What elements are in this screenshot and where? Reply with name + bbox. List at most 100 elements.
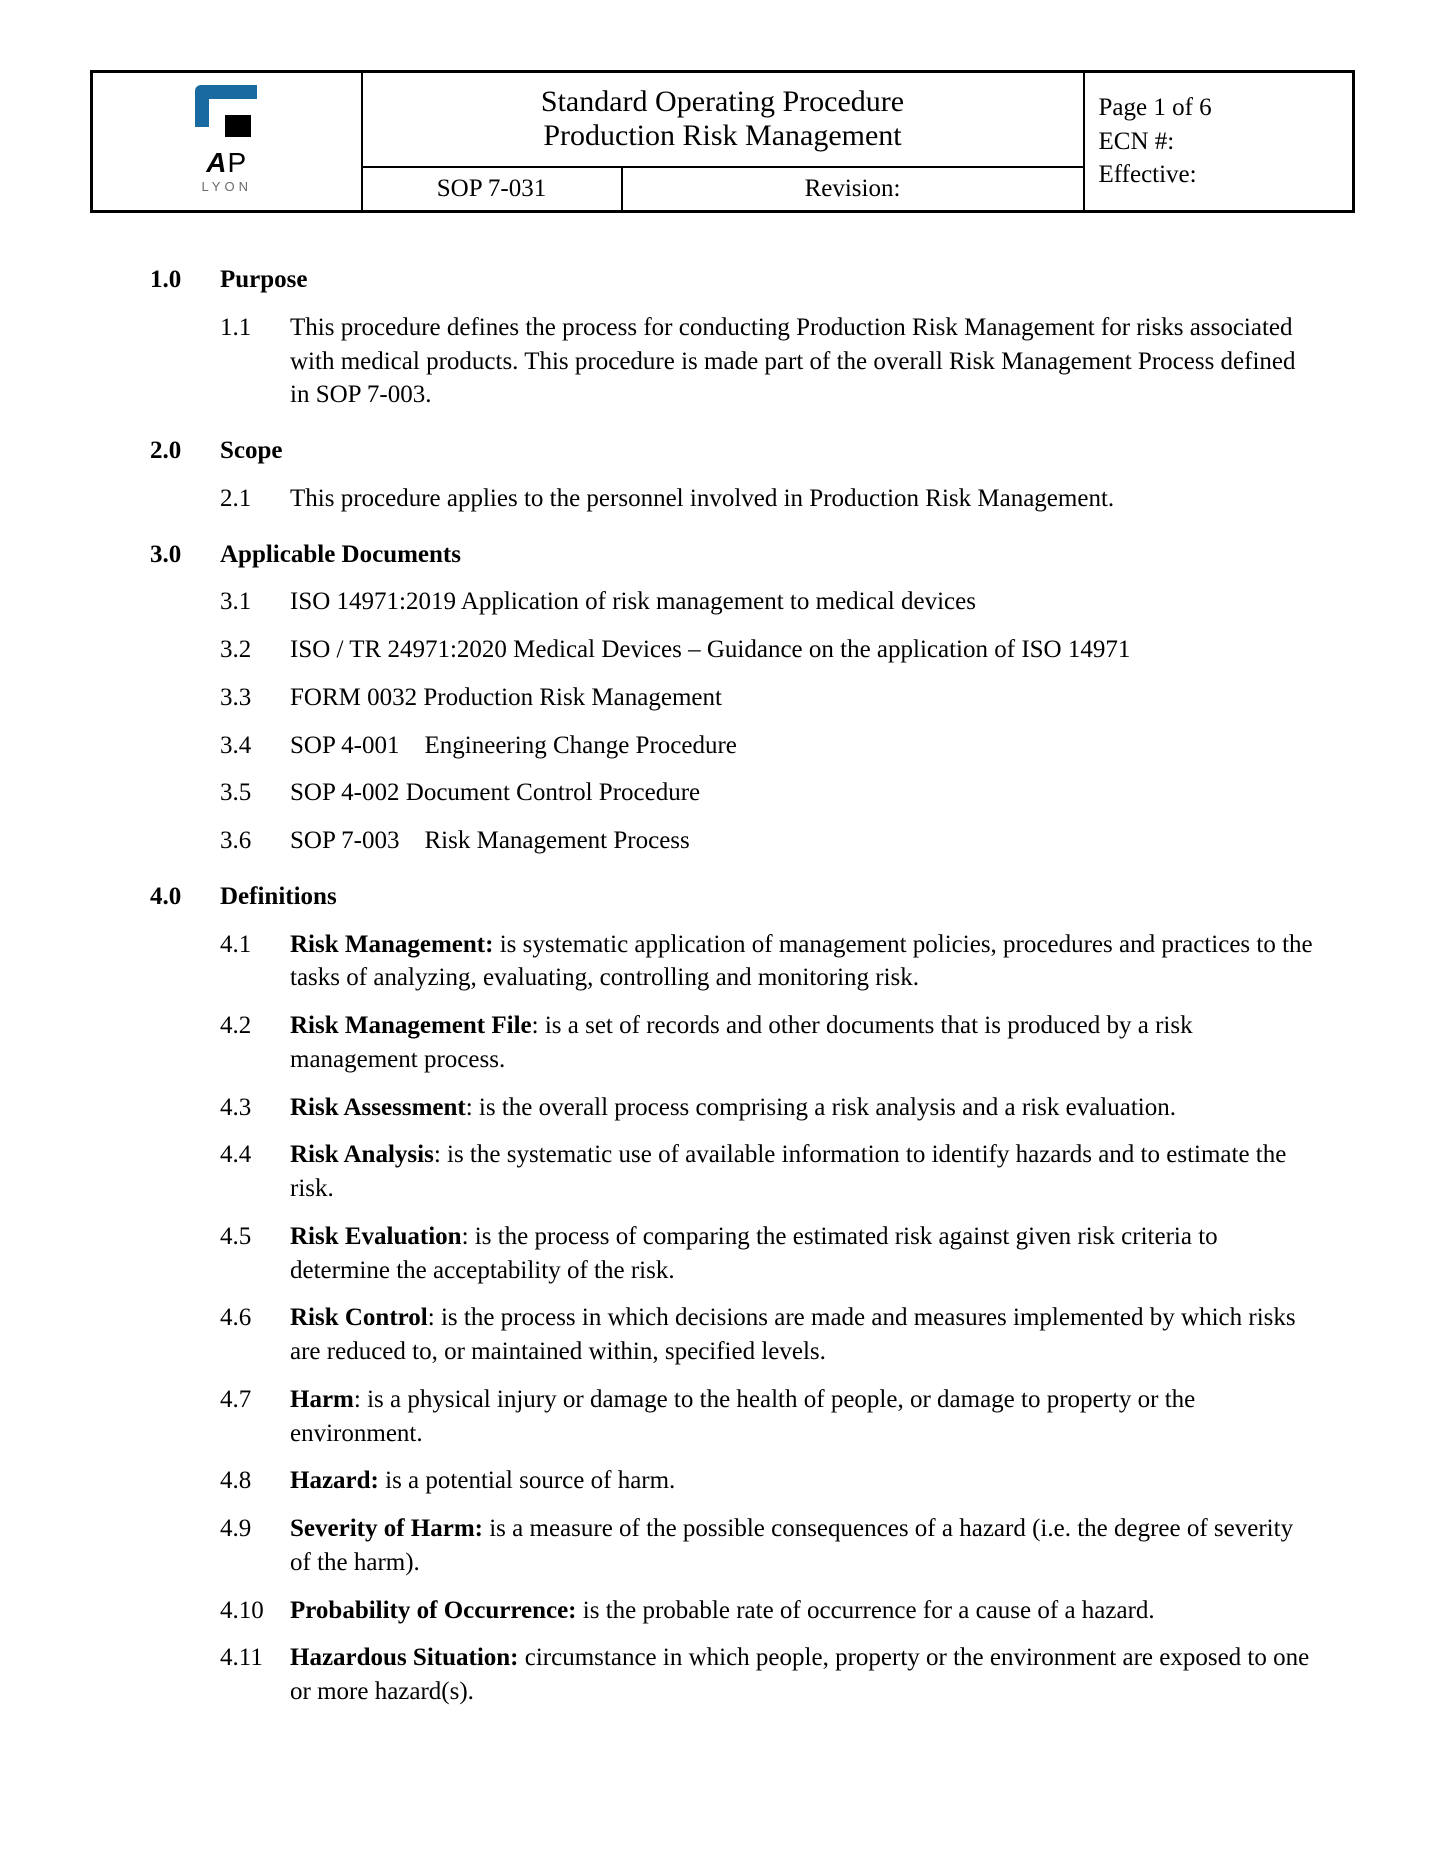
definition-term: Risk Analysis [290, 1141, 434, 1168]
list-item: 4.5Risk Evaluation: is the process of co… [150, 1220, 1315, 1288]
definition-term: Hazardous Situation: [290, 1644, 519, 1671]
item-text: SOP 4-001 Engineering Change Procedure [290, 729, 1315, 763]
item-text: Hazardous Situation: circumstance in whi… [290, 1641, 1315, 1709]
list-item: 4.4Risk Analysis: is the systematic use … [150, 1138, 1315, 1206]
logo-text-letter: P [228, 147, 248, 178]
definition-term: Harm [290, 1386, 354, 1413]
definition-term: Hazard: [290, 1467, 379, 1494]
item-number: 3.5 [220, 776, 290, 810]
item-text: Risk Evaluation: is the process of compa… [290, 1220, 1315, 1288]
list-item: 3.2ISO / TR 24971:2020 Medical Devices –… [150, 633, 1315, 667]
item-number: 4.9 [220, 1512, 290, 1580]
item-text: Hazard: is a potential source of harm. [290, 1464, 1315, 1498]
item-number: 3.3 [220, 681, 290, 715]
item-text: Risk Control: is the process in which de… [290, 1301, 1315, 1369]
definition-body: : is the overall process comprising a ri… [466, 1094, 1176, 1121]
section-purpose: 1.0 Purpose [150, 263, 1315, 297]
company-logo: AP LYON [195, 85, 259, 194]
item-text: ISO 14971:2019 Application of risk manag… [290, 585, 1315, 619]
section-applicable-documents: 3.0 Applicable Documents [150, 538, 1315, 572]
definition-body: is the probable rate of occurrence for a… [577, 1597, 1155, 1624]
list-item: 1.1 This procedure defines the process f… [150, 311, 1315, 412]
page-number: Page 1 of 6 [1099, 91, 1339, 125]
logo-text: AP [195, 147, 259, 179]
section-number: 1.0 [150, 263, 220, 297]
header-table: AP LYON Standard Operating Procedure Pro… [90, 70, 1355, 213]
item-text: Risk Analysis: is the systematic use of … [290, 1138, 1315, 1206]
section-number: 4.0 [150, 880, 220, 914]
section-number: 3.0 [150, 538, 220, 572]
item-number: 4.3 [220, 1091, 290, 1125]
list-item: 4.7Harm: is a physical injury or damage … [150, 1383, 1315, 1451]
item-number: 4.7 [220, 1383, 290, 1451]
doc-title-line2: Production Risk Management [371, 119, 1075, 153]
item-number: 2.1 [220, 482, 290, 516]
logo-subtext: LYON [195, 179, 259, 194]
meta-cell: Page 1 of 6 ECN #: Effective: [1084, 72, 1354, 212]
effective-date: Effective: [1099, 158, 1339, 192]
list-item: 3.4SOP 4-001 Engineering Change Procedur… [150, 729, 1315, 763]
item-text: This procedure defines the process for c… [290, 311, 1315, 412]
list-item: 3.6SOP 7-003 Risk Management Process [150, 824, 1315, 858]
item-text: Risk Assessment: is the overall process … [290, 1091, 1315, 1125]
item-text: This procedure applies to the personnel … [290, 482, 1315, 516]
section-heading: Purpose [220, 263, 308, 297]
item-number: 4.6 [220, 1301, 290, 1369]
item-number: 4.10 [220, 1594, 290, 1628]
list-item: 4.8Hazard: is a potential source of harm… [150, 1464, 1315, 1498]
section-scope: 2.0 Scope [150, 434, 1315, 468]
item-text: Risk Management: is systematic applicati… [290, 928, 1315, 996]
list-item: 4.10Probability of Occurrence: is the pr… [150, 1594, 1315, 1628]
section-number: 2.0 [150, 434, 220, 468]
item-text: SOP 4-002 Document Control Procedure [290, 776, 1315, 810]
item-text: FORM 0032 Production Risk Management [290, 681, 1315, 715]
definition-term: Probability of Occurrence: [290, 1597, 577, 1624]
definition-term: Risk Assessment [290, 1094, 466, 1121]
item-number: 4.4 [220, 1138, 290, 1206]
list-item: 4.6Risk Control: is the process in which… [150, 1301, 1315, 1369]
revision-label: Revision: [622, 167, 1084, 212]
definition-body: is a potential source of harm. [379, 1467, 675, 1494]
item-text: Risk Management File: is a set of record… [290, 1009, 1315, 1077]
item-number: 4.2 [220, 1009, 290, 1077]
item-number: 1.1 [220, 311, 290, 412]
item-text: Severity of Harm: is a measure of the po… [290, 1512, 1315, 1580]
section-definitions: 4.0 Definitions [150, 880, 1315, 914]
item-number: 3.4 [220, 729, 290, 763]
item-text: SOP 7-003 Risk Management Process [290, 824, 1315, 858]
definition-term: Risk Evaluation [290, 1223, 462, 1250]
item-text: Harm: is a physical injury or damage to … [290, 1383, 1315, 1451]
item-number: 4.8 [220, 1464, 290, 1498]
list-item: 3.1ISO 14971:2019 Application of risk ma… [150, 585, 1315, 619]
sop-number: SOP 7-031 [362, 167, 622, 212]
logo-mark-icon [195, 85, 259, 143]
list-item: 4.9Severity of Harm: is a measure of the… [150, 1512, 1315, 1580]
list-item: 3.3FORM 0032 Production Risk Management [150, 681, 1315, 715]
list-item: 4.1Risk Management: is systematic applic… [150, 928, 1315, 996]
list-item: 3.5SOP 4-002 Document Control Procedure [150, 776, 1315, 810]
item-text: Probability of Occurrence: is the probab… [290, 1594, 1315, 1628]
doc-title-cell: Standard Operating Procedure Production … [362, 72, 1084, 167]
section-heading: Definitions [220, 880, 337, 914]
definition-term: Risk Management File [290, 1012, 532, 1039]
definition-term: Severity of Harm: [290, 1515, 483, 1542]
item-number: 3.6 [220, 824, 290, 858]
list-item: 4.2Risk Management File: is a set of rec… [150, 1009, 1315, 1077]
list-item: 4.3Risk Assessment: is the overall proce… [150, 1091, 1315, 1125]
item-text: ISO / TR 24971:2020 Medical Devices – Gu… [290, 633, 1315, 667]
definition-body: : is a physical injury or damage to the … [290, 1386, 1195, 1447]
list-item: 4.11Hazardous Situation: circumstance in… [150, 1641, 1315, 1709]
ecn-number: ECN #: [1099, 125, 1339, 159]
list-item: 2.1 This procedure applies to the person… [150, 482, 1315, 516]
definition-body: : is the systematic use of available inf… [290, 1141, 1286, 1202]
definition-term: Risk Management: [290, 931, 493, 958]
item-number: 4.5 [220, 1220, 290, 1288]
document-page: AP LYON Standard Operating Procedure Pro… [0, 0, 1445, 1869]
document-body: 1.0 Purpose 1.1 This procedure defines t… [90, 263, 1355, 1709]
doc-title-line1: Standard Operating Procedure [371, 85, 1075, 119]
item-number: 4.1 [220, 928, 290, 996]
logo-cell: AP LYON [92, 72, 362, 212]
item-number: 4.11 [220, 1641, 290, 1709]
definition-term: Risk Control [290, 1304, 428, 1331]
item-number: 3.2 [220, 633, 290, 667]
